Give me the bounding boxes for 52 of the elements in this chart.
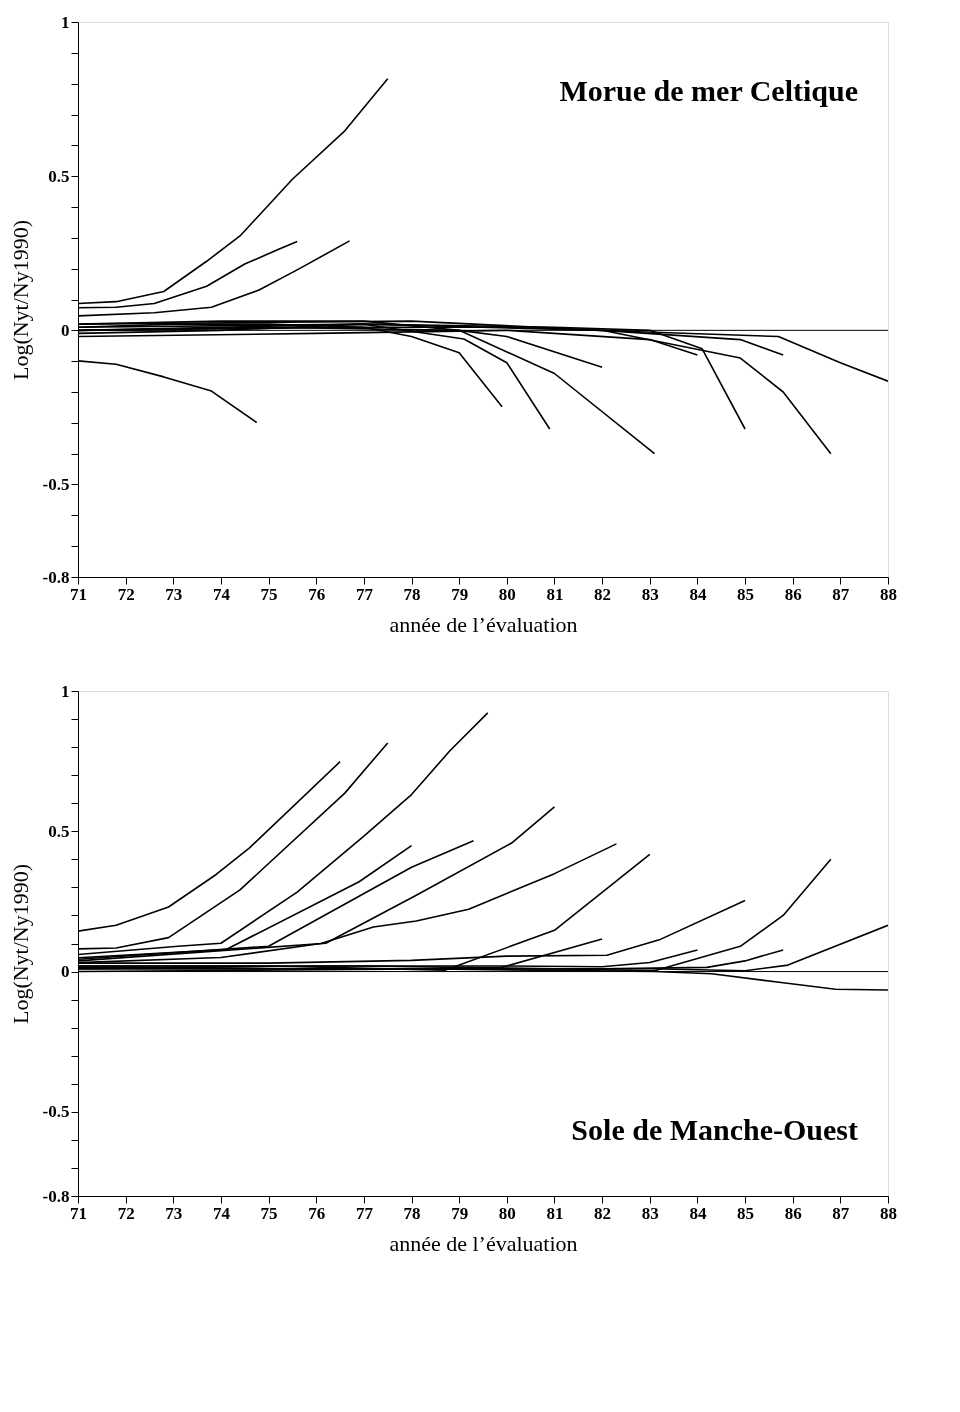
x-tick-label: 88	[880, 1203, 897, 1223]
x-tick-label: 72	[117, 1203, 135, 1223]
x-tick-label: 81	[546, 584, 564, 604]
x-tick-label: 86	[784, 584, 802, 604]
x-tick-label: 87	[832, 1203, 850, 1223]
x-tick-label: 85	[737, 584, 755, 604]
x-tick-label: 76	[308, 1203, 326, 1223]
x-tick-label: 79	[451, 1203, 469, 1223]
annotation: Morue de mer Celtique	[559, 74, 858, 107]
x-tick-label: 84	[689, 1203, 707, 1223]
x-tick-label: 73	[165, 1203, 183, 1223]
y-tick-label: 0	[61, 962, 70, 982]
x-tick-label: 86	[784, 1203, 802, 1223]
x-tick-label: 77	[355, 584, 374, 604]
x-tick-label: 71	[70, 1203, 87, 1223]
x-tick-label: 83	[641, 584, 659, 604]
x-tick-label: 82	[594, 1203, 612, 1223]
x-tick-label: 78	[403, 1203, 421, 1223]
x-tick-label: 85	[737, 1203, 755, 1223]
y-tick-label: 1	[61, 681, 70, 701]
x-tick-label: 71	[70, 584, 87, 604]
y-tick-label: -0.5	[42, 1102, 70, 1122]
y-tick-label: 0.5	[48, 166, 70, 186]
x-tick-label: 83	[641, 1203, 659, 1223]
x-tick-label: 73	[165, 584, 183, 604]
x-tick-label: 76	[308, 584, 326, 604]
x-tick-label: 74	[212, 584, 231, 604]
x-tick-label: 78	[403, 584, 421, 604]
x-tick-label: 77	[355, 1203, 374, 1223]
x-axis-title: année de l’évaluation	[389, 1230, 578, 1256]
y-tick-label: 0	[61, 320, 70, 340]
y-axis-title: Log(Nyt/Ny1990)	[7, 219, 33, 381]
x-tick-label: 81	[546, 1203, 564, 1223]
x-tick-label: 84	[689, 584, 707, 604]
x-axis-title: année de l’évaluation	[389, 611, 578, 637]
x-tick-label: 75	[260, 584, 278, 604]
x-tick-label: 72	[117, 584, 135, 604]
y-tick-label: 1	[61, 12, 70, 32]
x-tick-label: 87	[832, 584, 850, 604]
x-tick-label: 75	[260, 1203, 278, 1223]
y-tick-label: 0.5	[48, 821, 70, 841]
y-tick-label: -0.5	[42, 475, 70, 494]
x-tick-label: 74	[212, 1203, 231, 1223]
x-tick-label: 80	[498, 584, 516, 604]
y-tick-label: -0.8	[42, 1186, 70, 1206]
x-tick-label: 82	[594, 584, 612, 604]
x-tick-label: 88	[880, 584, 897, 604]
annotation: Sole de Manche-Ouest	[571, 1113, 859, 1146]
y-tick-label: -0.8	[42, 567, 70, 587]
x-tick-label: 79	[451, 584, 469, 604]
y-axis-title: Log(Nyt/Ny1990)	[7, 863, 33, 1025]
x-tick-label: 80	[498, 1203, 516, 1223]
